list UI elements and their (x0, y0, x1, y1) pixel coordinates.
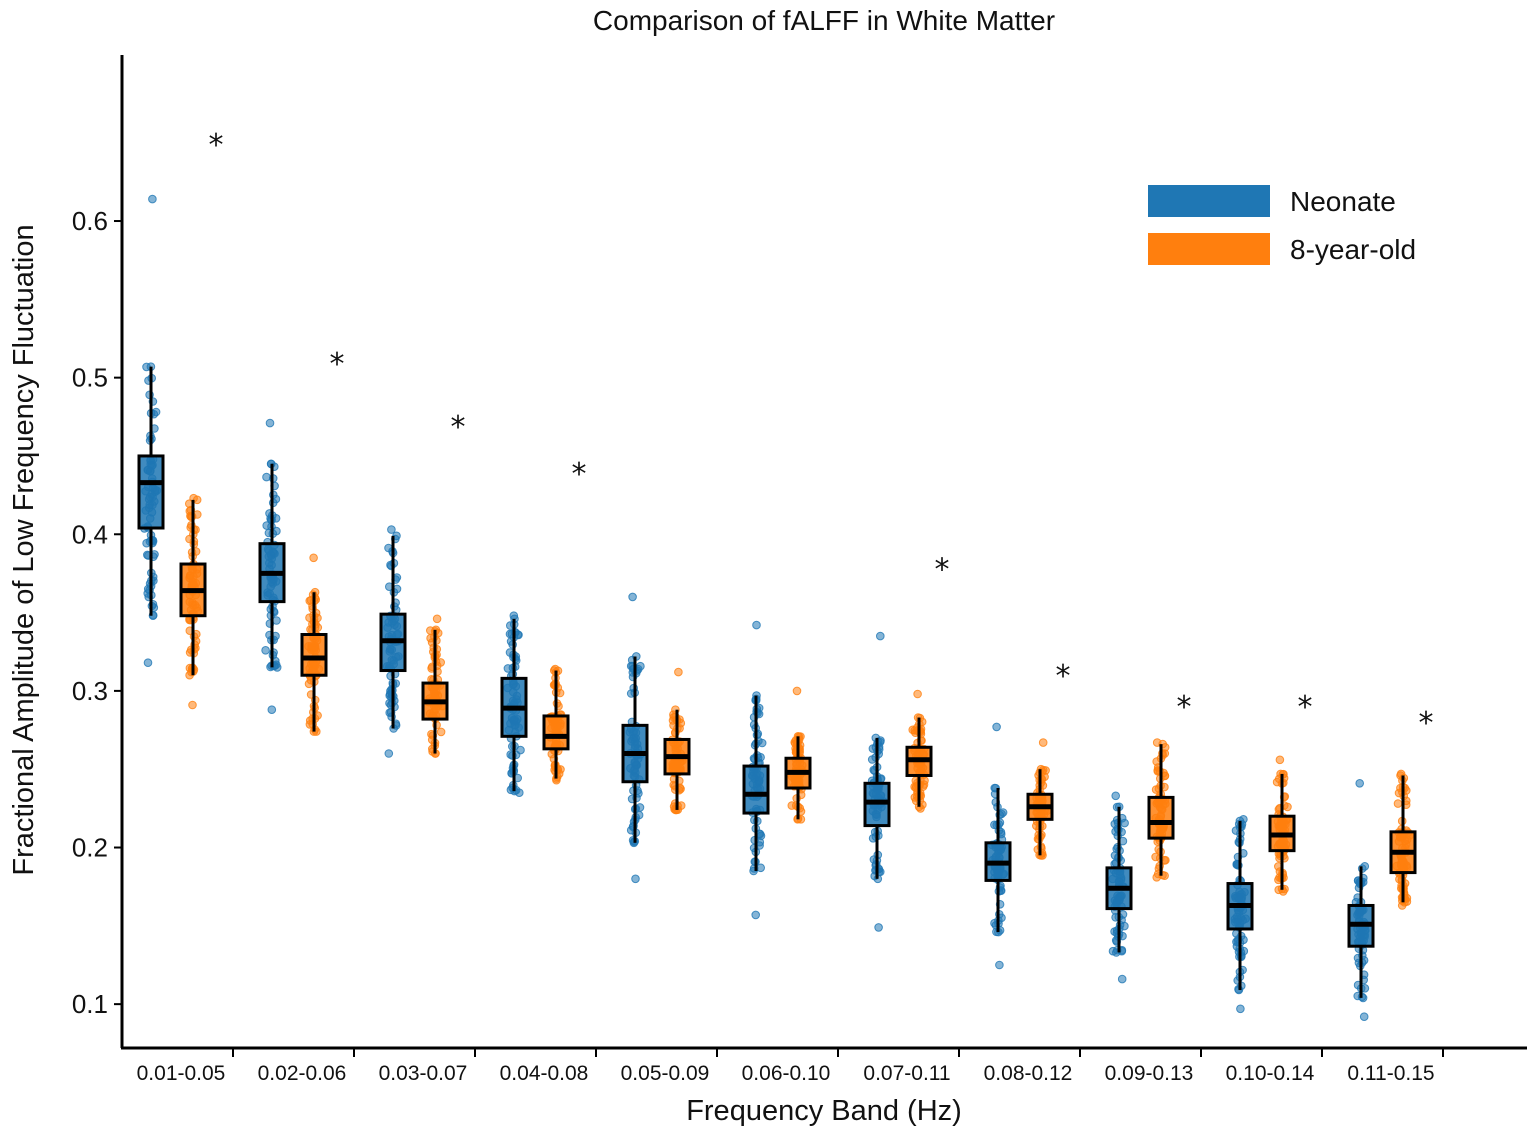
data-point (384, 749, 394, 758)
significance-star: * (572, 457, 587, 492)
data-point (148, 194, 157, 204)
x-axis-title: Frequency Band (Hz) (686, 1095, 962, 1127)
y-axis-title: Fractional Amplitude of Low Frequency Fl… (8, 224, 40, 875)
data-point (142, 362, 151, 372)
data-point (387, 525, 396, 534)
data-point (188, 700, 197, 710)
data-point (874, 923, 883, 932)
y-tick-label: 0.4 (72, 519, 108, 549)
data-point (143, 658, 153, 668)
data-point (1275, 755, 1285, 765)
x-tick-label: 0.10-0.14 (1226, 1062, 1315, 1085)
y-tick-label: 0.5 (72, 363, 108, 393)
data-point (1236, 1004, 1245, 1014)
box (300, 633, 328, 677)
x-tick-label: 0.11-0.15 (1347, 1062, 1434, 1085)
data-point (995, 960, 1004, 970)
legend-swatch (1148, 233, 1270, 265)
significance-star: * (1177, 690, 1192, 725)
x-tick-label: 0.01-0.05 (137, 1062, 226, 1085)
data-point (1117, 974, 1127, 984)
chart-title: Comparison of fALFF in White Matter (593, 5, 1055, 36)
significance-star: * (451, 410, 466, 445)
x-tick-label: 0.09-0.13 (1105, 1062, 1194, 1085)
y-tick-label: 0.2 (72, 833, 108, 863)
box (1147, 795, 1175, 840)
data-point (1108, 946, 1118, 956)
data-point (262, 472, 271, 482)
significance-star: * (1056, 659, 1071, 694)
data-point (151, 407, 161, 417)
box (542, 714, 570, 751)
data-point (261, 646, 270, 655)
data-point (1160, 743, 1170, 752)
legend-label: Neonate (1290, 186, 1396, 217)
data-point (432, 614, 442, 624)
data-point (1152, 757, 1161, 766)
boxes-layer (137, 366, 1417, 998)
x-tick-label: 0.03-0.07 (379, 1062, 468, 1085)
data-point (1393, 799, 1403, 808)
x-tick-label: 0.06-0.10 (742, 1062, 831, 1085)
data-point (1272, 777, 1282, 787)
data-point (631, 874, 640, 884)
x-tick-label: 0.08-0.12 (984, 1062, 1073, 1085)
data-point (751, 910, 761, 920)
significance-star: * (1298, 690, 1313, 725)
legend-label: 8-year-old (1290, 234, 1416, 265)
data-point (272, 526, 281, 536)
significance-star: * (1419, 706, 1434, 741)
data-point (757, 738, 767, 748)
data-point (1120, 921, 1129, 931)
data-point (867, 755, 877, 764)
legend: Neonate 8-year-old (1148, 185, 1416, 265)
data-point (913, 689, 922, 699)
data-point (1038, 738, 1048, 747)
x-tick-label: 0.02-0.06 (258, 1062, 347, 1085)
data-point (998, 808, 1008, 817)
data-point (992, 722, 1001, 732)
data-point (876, 631, 885, 641)
box (137, 454, 165, 530)
data-point (384, 543, 393, 553)
data-point (1040, 772, 1049, 782)
data-point (910, 782, 919, 792)
legend-swatch (1148, 185, 1270, 217)
data-point (436, 727, 446, 737)
data-point (628, 592, 637, 602)
data-point (1359, 1012, 1369, 1022)
data-point (1111, 791, 1120, 801)
data-point (1161, 855, 1170, 865)
y-tick-label: 0.1 (72, 989, 108, 1019)
significance-layer: * * * * * * * * * (209, 128, 1434, 741)
x-tick-label: 0.07-0.11 (863, 1062, 950, 1085)
significance-star: * (330, 347, 345, 382)
data-point (503, 664, 513, 673)
y-tick-label: 0.6 (72, 206, 108, 236)
data-point (792, 686, 802, 696)
box (742, 764, 770, 815)
data-point (192, 495, 202, 505)
significance-star: * (209, 128, 224, 163)
significance-star: * (935, 552, 950, 587)
axes-layer: 0.1 0.2 0.3 0.4 0.5 0.6 0.01-0.05 0.02-0.06 0.03… (72, 55, 1527, 1085)
data-point (267, 705, 277, 715)
data-point (1151, 852, 1160, 862)
data-point (309, 553, 318, 563)
y-tick-label: 0.3 (72, 676, 108, 706)
jitter-points-layer (140, 194, 1415, 1022)
data-point (674, 667, 683, 677)
x-tick-label: 0.05-0.09 (621, 1062, 710, 1085)
data-point (756, 753, 765, 762)
data-point (752, 620, 761, 630)
data-point (265, 418, 275, 428)
x-tick-label: 0.04-0.08 (500, 1062, 589, 1085)
data-point (1355, 779, 1364, 788)
data-point (516, 745, 525, 755)
